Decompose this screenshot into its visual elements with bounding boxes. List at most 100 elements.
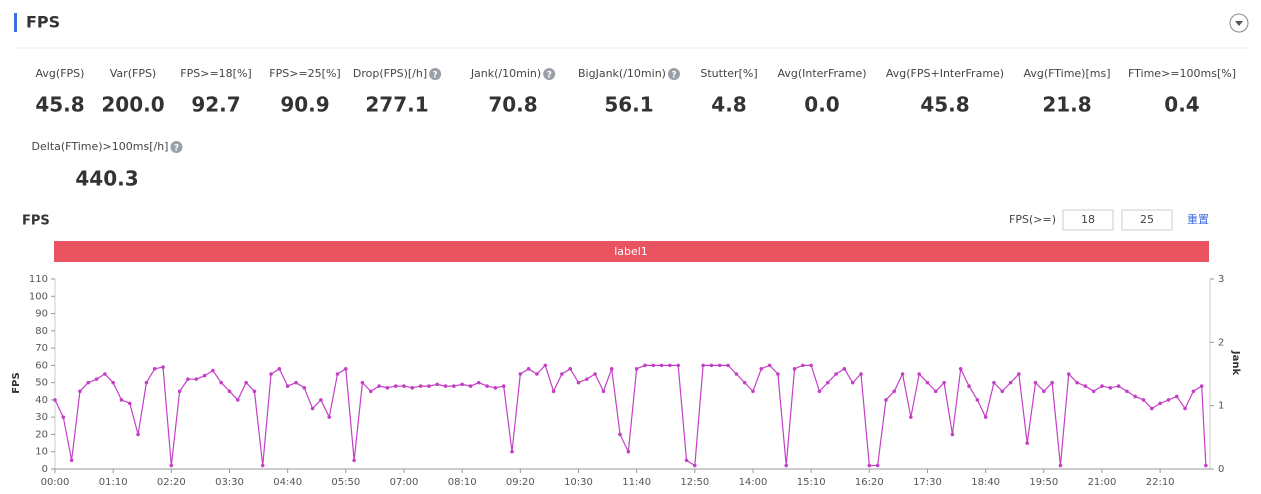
help-icon[interactable] (543, 68, 556, 80)
fps-point (136, 432, 140, 437)
x-tick-label: 02:20 (157, 477, 186, 488)
fps-point (875, 463, 880, 468)
fps-point (1191, 389, 1196, 394)
fps-point (1033, 380, 1038, 385)
fps-point (377, 384, 381, 388)
fps-point (385, 386, 390, 390)
fps-point (1017, 372, 1021, 376)
metric-label: Var(FPS) (110, 67, 156, 80)
fps-point (609, 367, 614, 371)
x-tick-label: 04:40 (273, 477, 302, 488)
fps-point (817, 389, 822, 394)
fps-point (1125, 389, 1129, 394)
fps-point (1204, 463, 1208, 468)
fps-point (227, 389, 232, 394)
metric-label: Drop(FPS)[/h] (353, 67, 427, 80)
fps-point (94, 377, 99, 381)
fps-point (543, 363, 548, 368)
fps-point (152, 367, 157, 371)
fps-point (277, 367, 282, 371)
x-tick-label: 14:00 (739, 477, 768, 488)
help-icon[interactable] (429, 68, 442, 80)
fps-point (759, 367, 764, 371)
x-tick-label: 00:00 (41, 477, 70, 488)
y-tick-label: 10 (35, 447, 48, 458)
fps-point (643, 363, 647, 368)
fps-point (1008, 380, 1013, 385)
metric-value: 21.8 (1042, 93, 1091, 117)
y-tick-label: 90 (35, 309, 48, 320)
fps-point (1166, 398, 1171, 402)
x-tick-label: 18:40 (971, 477, 1000, 488)
fps-point (1058, 463, 1063, 468)
fps-point (767, 363, 772, 368)
fps-point (344, 367, 348, 371)
fps-point (601, 389, 606, 394)
fps-point (186, 377, 190, 381)
y-axis-title: FPS (11, 372, 22, 393)
help-mark: ? (671, 71, 676, 81)
fps-point (742, 380, 747, 385)
fps-point (169, 463, 174, 468)
fps-point (61, 415, 66, 419)
fps-point (327, 415, 332, 419)
fps-point (884, 398, 888, 402)
metric-label: FPS>=18[%] (180, 67, 251, 80)
fps-point (801, 363, 805, 368)
metrics: Avg(FPS) 45.8 Var(FPS) 200.0 FPS>=18[%] 92.7 F… (32, 67, 1236, 191)
fps-point (634, 367, 639, 371)
help-mark: ? (174, 144, 179, 154)
x-tick-label: 19:50 (1029, 477, 1058, 488)
fps-point (850, 380, 855, 385)
fps-point (684, 458, 689, 463)
fps-point (119, 398, 124, 402)
fps-point (69, 458, 74, 463)
fps-point (360, 380, 365, 385)
help-icon[interactable] (667, 68, 680, 80)
collapse-icon (1235, 21, 1243, 26)
metric-value: 45.8 (920, 93, 969, 117)
x-tick-label: 15:10 (797, 477, 826, 488)
fps-point (584, 377, 589, 381)
y-tick-label: 20 (35, 429, 48, 440)
fps-point (127, 401, 132, 406)
reset-link[interactable]: 重置 (1187, 212, 1209, 226)
metric-label: Avg(FPS+InterFrame) (886, 67, 1004, 80)
fps-point (717, 363, 722, 368)
metric-value: 200.0 (101, 93, 164, 117)
threshold-value: 25 (1140, 213, 1154, 226)
threshold-input[interactable] (1062, 209, 1114, 231)
fps-point (177, 389, 182, 394)
fps-point (776, 372, 780, 376)
fps-point (460, 382, 464, 387)
collapse-button[interactable] (1229, 13, 1249, 33)
threshold-label: FPS(>=) (1009, 213, 1056, 226)
fps-point (535, 372, 539, 376)
x-tick-label: 12:50 (680, 477, 709, 488)
fps-point (485, 384, 489, 388)
fps-point (244, 380, 248, 385)
fps-point (1141, 398, 1146, 402)
fps-point (967, 384, 971, 388)
fps-point (1042, 389, 1046, 394)
fps-point (476, 380, 481, 385)
fps-point (1000, 389, 1005, 394)
threshold-input[interactable] (1121, 209, 1173, 231)
fps-point (1108, 386, 1113, 390)
fps-point (1075, 380, 1079, 385)
metric-label: Stutter[%] (700, 67, 757, 80)
help-mark: ? (547, 71, 552, 81)
fps-point (560, 372, 564, 376)
help-icon[interactable] (170, 141, 183, 153)
fps-point (809, 363, 813, 368)
fps-point (435, 382, 440, 387)
fps-point (202, 373, 207, 378)
fps-point (992, 380, 996, 385)
metric-label: Avg(FPS) (36, 67, 85, 80)
fps-point (618, 432, 622, 437)
y2-tick-label: 1 (1218, 401, 1224, 412)
y2-axis-title: Jank (1230, 350, 1241, 376)
fps-point (518, 372, 523, 376)
metric-value: 56.1 (604, 93, 653, 117)
